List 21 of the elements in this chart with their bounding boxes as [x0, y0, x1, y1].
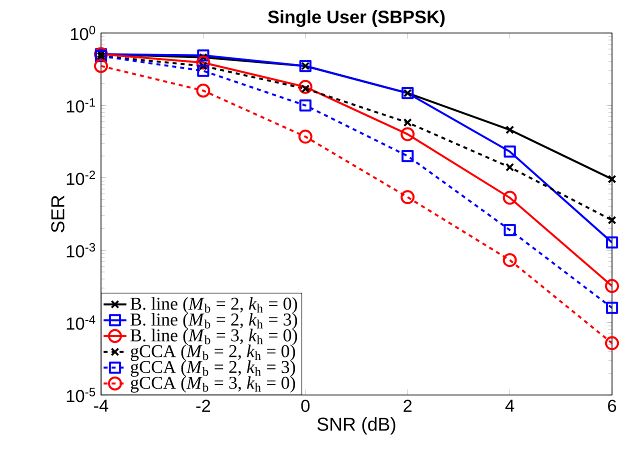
y-tick-label: 10$^{-5}$ [66, 388, 96, 402]
y-tick-label: 10$^{-4}$ [66, 315, 96, 330]
legend-label: B. line (M$_{b}$ = 3, k$_{h}$ = 0) [130, 328, 298, 346]
legend-label: gCCA (M$_{b}$ = 2, k$_{h}$ = 3) [130, 360, 296, 377]
y-tick-label: 10$^{0}$ [70, 26, 96, 40]
x-tick-label: 4 [505, 400, 514, 412]
x-tick-label: 2 [404, 400, 412, 412]
x-axis-title: SNR (dB) [317, 417, 396, 435]
y-tick-label: 10$^{-1}$ [66, 98, 96, 113]
x-tick-label: 0 [301, 400, 310, 412]
legend-label: gCCA (M$_{b}$ = 3, k$_{h}$ = 0) [130, 376, 296, 393]
x-tick-label: -4 [94, 400, 108, 412]
y-tick-label: 10$^{-3}$ [66, 242, 96, 258]
x-tick-label: 6 [608, 400, 616, 412]
y-tick-label: 10$^{-2}$ [66, 170, 96, 186]
legend-label: gCCA (M$_{b}$ = 2, k$_{h}$ = 0) [130, 344, 296, 361]
legend-label: B. line (M$_{b}$ = 2, k$_{h}$ = 3) [130, 312, 298, 330]
legend-label: B. line (M$_{b}$ = 2, k$_{h}$ = 0) [130, 297, 298, 314]
chart-title: Single User (SBPSK) [268, 10, 445, 27]
y-axis-title: SER [51, 196, 64, 232]
x-tick-label: -2 [196, 400, 210, 412]
